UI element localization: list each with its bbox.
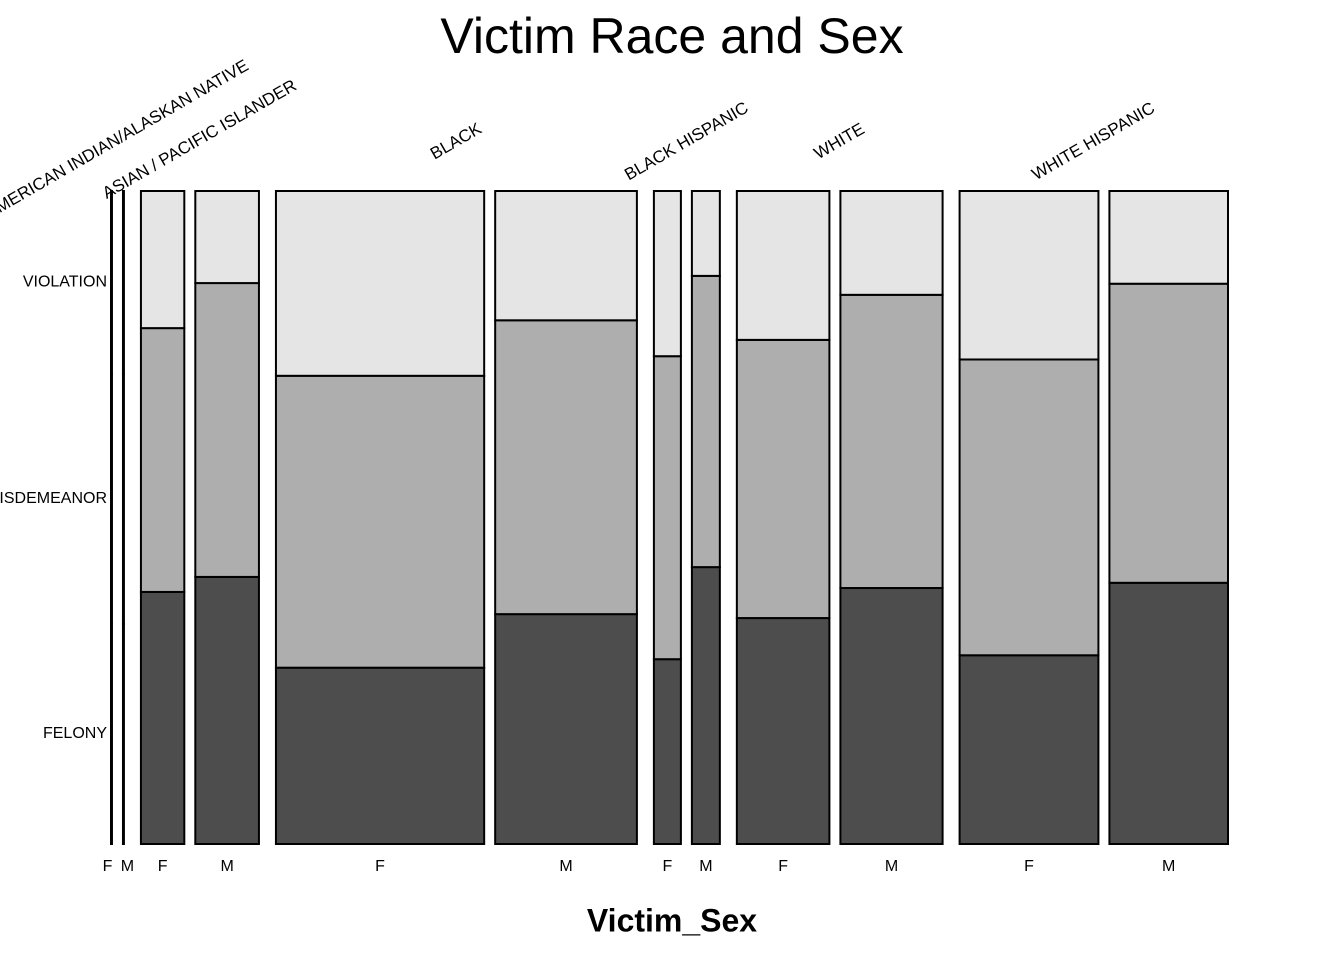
group-label: BLACK bbox=[427, 119, 485, 164]
x-tick-label: M bbox=[1162, 858, 1175, 875]
x-tick-label: F bbox=[375, 858, 385, 875]
mosaic-cell bbox=[274, 666, 486, 845]
mosaic-cell bbox=[1108, 190, 1230, 285]
mosaic-cell bbox=[958, 654, 1100, 846]
mosaic-cell bbox=[652, 190, 682, 358]
mosaic-cell bbox=[1108, 282, 1230, 584]
mosaic-cell bbox=[194, 575, 260, 845]
mosaic-cell bbox=[652, 355, 682, 661]
mosaic-cell bbox=[839, 293, 944, 590]
mosaic-cell bbox=[735, 617, 831, 846]
x-tick-label: F bbox=[663, 858, 673, 875]
mosaic-cell bbox=[494, 190, 638, 322]
mosaic-cell bbox=[274, 374, 486, 669]
mosaic-cell bbox=[839, 587, 944, 845]
mosaic-cell bbox=[121, 372, 125, 625]
mosaic-cell bbox=[139, 327, 186, 593]
mosaic-cell bbox=[121, 190, 125, 375]
x-tick-label: F bbox=[778, 858, 788, 875]
mosaic-cell bbox=[958, 190, 1100, 361]
mosaic-cell bbox=[110, 622, 113, 846]
x-tick-label: F bbox=[103, 858, 113, 875]
mosaic-cell bbox=[839, 190, 944, 296]
group-label: BLACK HISPANIC bbox=[621, 98, 751, 184]
x-tick-label: M bbox=[559, 858, 572, 875]
x-axis-label: Victim_Sex bbox=[587, 902, 757, 938]
mosaic-cell bbox=[194, 190, 260, 285]
x-tick-label: M bbox=[885, 858, 898, 875]
mosaic-cell bbox=[958, 358, 1100, 657]
mosaic-cell bbox=[139, 590, 186, 846]
mosaic-cell bbox=[690, 566, 721, 845]
mosaic-cell bbox=[690, 190, 721, 277]
mosaic-cell bbox=[274, 190, 486, 377]
y-level-label: VIOLATION bbox=[23, 274, 107, 291]
x-tick-label: M bbox=[121, 858, 134, 875]
mosaic-cell bbox=[139, 190, 186, 330]
mosaic-cell bbox=[735, 338, 831, 620]
mosaic-cell bbox=[194, 282, 260, 578]
mosaic-cell bbox=[494, 613, 638, 845]
mosaic-cell bbox=[690, 274, 721, 569]
x-tick-label: M bbox=[699, 858, 712, 875]
x-tick-label: F bbox=[158, 858, 168, 875]
mosaic-cell bbox=[121, 622, 125, 846]
mosaic-cell bbox=[110, 190, 113, 375]
group-label: WHITE HISPANIC bbox=[1029, 98, 1158, 184]
mosaic-cell bbox=[735, 190, 831, 341]
mosaic-cell bbox=[110, 372, 113, 625]
y-level-label: FELONY bbox=[43, 725, 107, 742]
group-label: WHITE bbox=[811, 119, 868, 163]
mosaic-cell bbox=[652, 658, 682, 845]
x-tick-label: M bbox=[220, 858, 233, 875]
chart-title: Victim Race and Sex bbox=[440, 8, 903, 64]
x-tick-label: F bbox=[1024, 858, 1034, 875]
mosaic-cell bbox=[494, 319, 638, 616]
y-level-label: MISDEMEANOR bbox=[0, 490, 107, 507]
mosaic-cell bbox=[1108, 581, 1230, 845]
